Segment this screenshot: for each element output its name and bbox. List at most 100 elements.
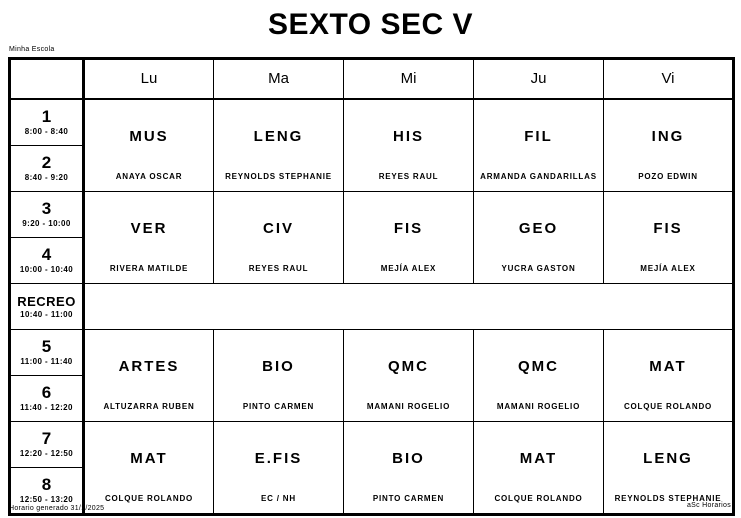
- teacher-label: COLQUE ROLANDO: [104, 493, 194, 503]
- period-cell-5: 5 11:00 - 11:40: [9, 328, 85, 376]
- corner-cell: [9, 58, 85, 100]
- generated-date-label: Horario generado 31/1/2025: [9, 505, 105, 512]
- schedule-cell: E.FIS EC / NH: [213, 420, 344, 515]
- period-cell-1: 1 8:00 - 8:40: [9, 98, 85, 146]
- subject-label: MAT: [130, 449, 168, 467]
- subject-label: LENG: [643, 449, 693, 467]
- period-number: 2: [41, 153, 52, 172]
- period-time: 11:00 - 11:40: [20, 357, 73, 366]
- schedule-cell: FIS MEJÍA ALEX: [603, 190, 734, 284]
- teacher-label: RIVERA MATILDE: [109, 263, 189, 273]
- subject-label: CIV: [262, 219, 294, 237]
- teacher-label: COLQUE ROLANDO: [623, 401, 713, 411]
- subject-label: FIL: [524, 127, 553, 145]
- period-number: 7: [41, 429, 52, 448]
- period-time: 8:40 - 9:20: [24, 173, 69, 182]
- schedule-cell: CIV REYES RAUL: [213, 190, 344, 284]
- schedule-cell: HIS REYES RAUL: [343, 98, 474, 192]
- app-name-label: aSc Horarios: [686, 502, 731, 509]
- period-number: 1: [41, 107, 52, 126]
- subject-label: BIO: [392, 449, 425, 467]
- subject-label: VER: [130, 219, 168, 237]
- schedule-cell: MAT COLQUE ROLANDO: [603, 328, 734, 422]
- schedule-cell: VER RIVERA MATILDE: [83, 190, 214, 284]
- timetable: Lu Ma Mi Ju Vi 1 8:00 - 8:40 MUS ANAYA O…: [8, 57, 735, 516]
- period-cell-2: 2 8:40 - 9:20: [9, 144, 85, 192]
- teacher-label: MAMANI ROGELIO: [496, 401, 581, 411]
- schedule-cell: FIS MEJÍA ALEX: [343, 190, 474, 284]
- teacher-label: REYNOLDS STEPHANIE: [225, 171, 332, 181]
- period-number: 4: [41, 245, 52, 264]
- teacher-label: ANAYA OSCAR: [115, 171, 183, 181]
- period-time: 12:50 - 13:20: [19, 495, 74, 504]
- period-number: 6: [41, 383, 52, 402]
- teacher-label: EC / NH: [261, 493, 296, 503]
- schedule-cell: LENG REYNOLDS STEPHANIE: [213, 98, 344, 192]
- teacher-label: REYES RAUL: [378, 171, 439, 181]
- teacher-label: MEJÍA ALEX: [380, 263, 437, 273]
- subject-label: HIS: [392, 127, 424, 145]
- period-cell-7: 7 12:20 - 12:50: [9, 420, 85, 468]
- schedule-cell: MUS ANAYA OSCAR: [83, 98, 214, 192]
- schedule-cell: MAT COLQUE ROLANDO: [83, 420, 214, 515]
- subject-label: E.FIS: [254, 449, 303, 467]
- period-cell-8: 8 12:50 - 13:20: [9, 466, 85, 515]
- period-cell-3: 3 9:20 - 10:00: [9, 190, 85, 238]
- page-title: SEXTO SEC V: [267, 8, 473, 41]
- subject-label: LENG: [253, 127, 304, 145]
- period-number: 5: [41, 337, 52, 356]
- schedule-cell: LENG REYNOLDS STEPHANIE: [603, 420, 734, 515]
- period-cell-4: 4 10:00 - 10:40: [9, 236, 85, 284]
- teacher-label: PINTO CARMEN: [372, 493, 445, 503]
- period-time: 12:20 - 12:50: [19, 449, 74, 458]
- teacher-label: MAMANI ROGELIO: [366, 401, 451, 411]
- subject-label: MAT: [649, 357, 687, 375]
- recreo-empty-cell: [83, 282, 734, 330]
- period-time: 9:20 - 10:00: [22, 219, 71, 228]
- teacher-label: POZO EDWIN: [638, 171, 698, 181]
- period-number: 8: [41, 475, 52, 494]
- schedule-cell: FIL ARMANDA GANDARILLAS: [473, 98, 604, 192]
- subject-label: MAT: [519, 449, 558, 467]
- schedule-cell: ING POZO EDWIN: [603, 98, 734, 192]
- subject-label: FIS: [393, 219, 424, 237]
- schedule-cell: MAT COLQUE ROLANDO: [473, 420, 604, 515]
- teacher-label: PINTO CARMEN: [242, 401, 315, 411]
- subject-label: ING: [651, 127, 685, 145]
- schedule-cell: BIO PINTO CARMEN: [213, 328, 344, 422]
- teacher-label: REYES RAUL: [248, 263, 309, 273]
- period-cell-6: 6 11:40 - 12:20: [9, 374, 85, 422]
- schedule-cell: BIO PINTO CARMEN: [343, 420, 474, 515]
- school-name-label: Minha Escola: [9, 46, 55, 53]
- teacher-label: YUCRA GASTON: [501, 263, 576, 273]
- subject-label: FIS: [653, 219, 683, 237]
- subject-label: GEO: [518, 219, 559, 237]
- period-time: 10:00 - 10:40: [19, 265, 74, 274]
- day-header-lu: Lu: [83, 58, 214, 100]
- day-header-ju: Ju: [473, 58, 604, 100]
- recreo-label: RECREO: [17, 293, 76, 309]
- subject-label: MUS: [129, 127, 169, 145]
- teacher-label: COLQUE ROLANDO: [494, 493, 583, 503]
- schedule-cell: GEO YUCRA GASTON: [473, 190, 604, 284]
- period-time: 11:40 - 12:20: [20, 403, 73, 412]
- day-header-ma: Ma: [213, 58, 344, 100]
- teacher-label: MEJÍA ALEX: [640, 263, 696, 273]
- schedule-cell: ARTES ALTUZARRA RUBEN: [83, 328, 214, 422]
- teacher-label: ALTUZARRA RUBEN: [103, 401, 195, 411]
- subject-label: BIO: [262, 357, 295, 375]
- subject-label: QMC: [518, 357, 559, 375]
- schedule-cell: QMC MAMANI ROGELIO: [343, 328, 474, 422]
- period-time: 8:00 - 8:40: [24, 127, 69, 136]
- day-header-mi: Mi: [343, 58, 474, 100]
- recreo-cell: RECREO 10:40 - 11:00: [9, 282, 85, 330]
- teacher-label: REYNOLDS STEPHANIE: [614, 493, 722, 503]
- subject-label: QMC: [388, 357, 429, 375]
- recreo-time: 10:40 - 11:00: [20, 309, 73, 319]
- schedule-cell: QMC MAMANI ROGELIO: [473, 328, 604, 422]
- day-header-vi: Vi: [603, 58, 734, 100]
- subject-label: ARTES: [118, 357, 180, 375]
- period-number: 3: [41, 199, 52, 218]
- teacher-label: ARMANDA GANDARILLAS: [480, 171, 597, 181]
